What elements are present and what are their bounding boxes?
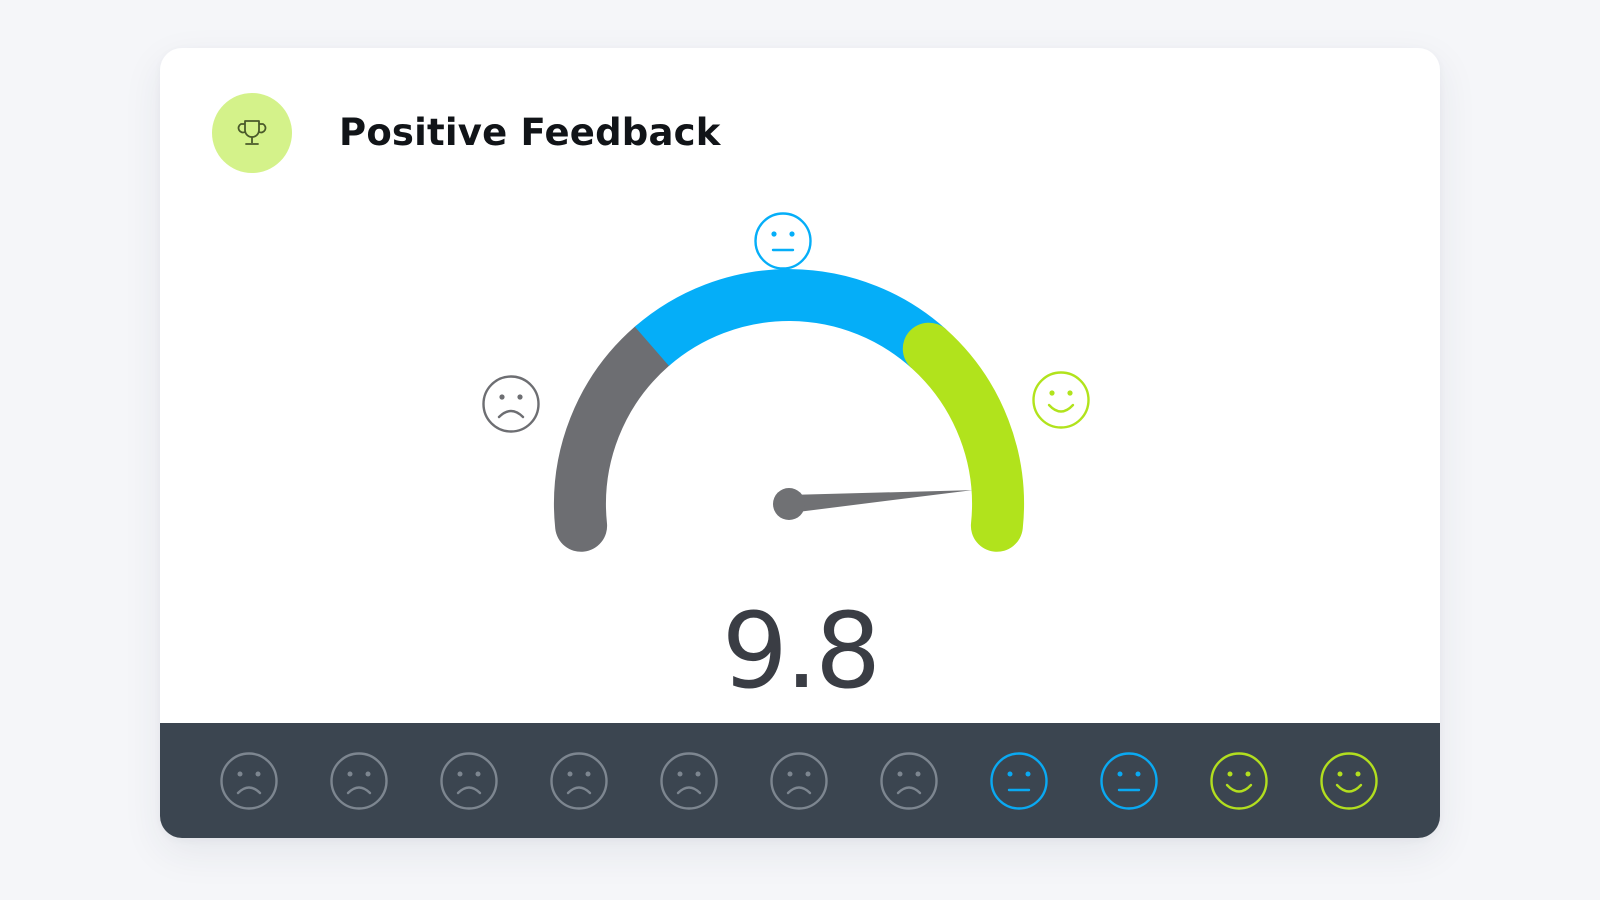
sad-face-icon <box>880 752 938 810</box>
neutral-face-icon <box>990 752 1048 810</box>
sad-face-icon <box>660 752 718 810</box>
sad-face-icon <box>440 752 498 810</box>
rating-face-happy-10[interactable] <box>1208 750 1270 812</box>
feedback-card: Positive Feedback 9.8 <box>160 48 1440 838</box>
gauge-needle <box>788 490 973 513</box>
gauge-segment-negative <box>553 320 678 552</box>
gauge-segment-positive <box>902 322 1025 552</box>
happy-face-icon <box>1032 371 1090 429</box>
rating-face-sad-6[interactable] <box>768 750 830 812</box>
rating-scale-bar <box>160 723 1440 838</box>
rating-face-sad-4[interactable] <box>548 750 610 812</box>
rating-face-sad-2[interactable] <box>328 750 390 812</box>
rating-face-neutral-9[interactable] <box>1098 750 1160 812</box>
trophy-badge <box>212 93 292 173</box>
page-title: Positive Feedback <box>339 111 721 154</box>
sad-face-icon <box>330 752 388 810</box>
neutral-face-icon <box>1100 752 1158 810</box>
sad-face-icon <box>220 752 278 810</box>
score-value: 9.8 <box>721 590 881 712</box>
rating-face-sad-3[interactable] <box>438 750 500 812</box>
rating-face-sad-5[interactable] <box>658 750 720 812</box>
rating-face-neutral-8[interactable] <box>988 750 1050 812</box>
sad-face-icon <box>482 375 540 433</box>
happy-face-icon <box>1210 752 1268 810</box>
sad-face-icon <box>550 752 608 810</box>
gauge-needle-hub <box>773 488 805 520</box>
sad-face-icon <box>770 752 828 810</box>
happy-face-icon <box>1320 752 1378 810</box>
gauge-segment-neutral <box>634 269 947 369</box>
neutral-face-icon <box>754 212 812 270</box>
trophy-icon <box>237 120 267 145</box>
rating-face-sad-7[interactable] <box>878 750 940 812</box>
sentiment-gauge <box>482 212 1090 552</box>
rating-face-happy-11[interactable] <box>1318 750 1380 812</box>
rating-face-sad-1[interactable] <box>218 750 280 812</box>
